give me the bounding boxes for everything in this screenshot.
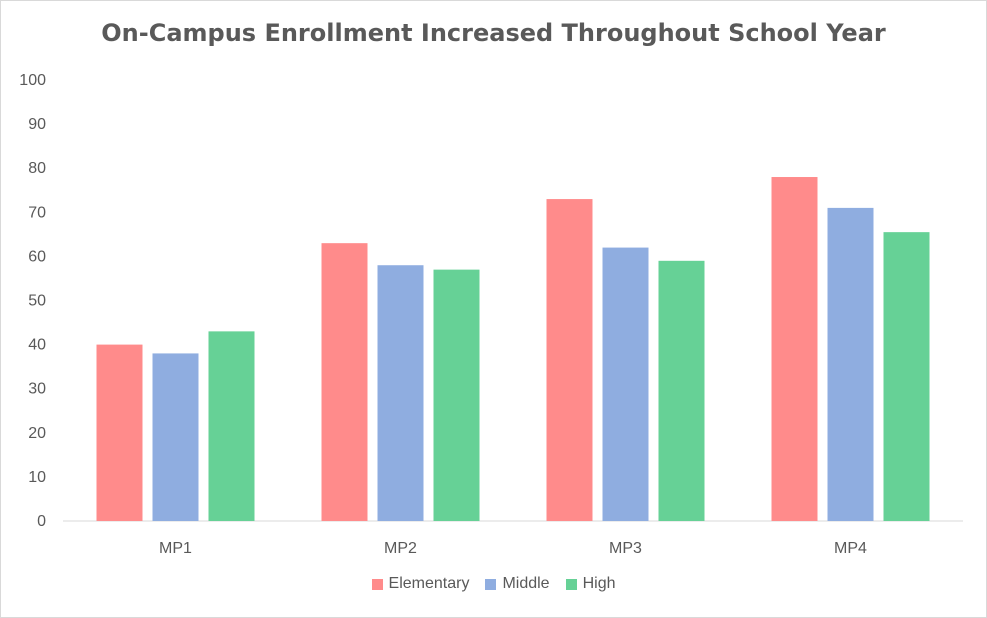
y-tick-label: 40 <box>28 337 46 354</box>
legend-item-middle: Middle <box>485 575 550 593</box>
x-tick-label: MP2 <box>384 540 417 557</box>
legend-item-high: High <box>565 575 616 593</box>
x-tick-label: MP3 <box>609 540 642 557</box>
legend-swatch <box>485 578 497 590</box>
y-tick-label: 20 <box>28 425 46 442</box>
y-tick-label: 30 <box>28 381 46 398</box>
y-tick-label: 70 <box>28 204 46 221</box>
legend-label: High <box>582 575 616 592</box>
legend-swatch <box>565 578 577 590</box>
y-tick-label: 90 <box>28 116 46 133</box>
bar-elementary-mp1 <box>96 344 143 521</box>
bar-middle-mp1 <box>152 353 199 521</box>
bar-high-mp4 <box>883 232 930 521</box>
bar-high-mp1 <box>208 331 255 521</box>
y-tick-label: 100 <box>19 72 46 89</box>
bar-high-mp3 <box>658 260 705 521</box>
bar-high-mp2 <box>433 269 480 521</box>
bar-middle-mp4 <box>827 207 874 521</box>
y-tick-label: 0 <box>37 513 46 530</box>
x-tick-label: MP1 <box>159 540 192 557</box>
y-tick-label: 60 <box>28 248 46 265</box>
y-tick-label: 10 <box>28 469 46 486</box>
bar-middle-mp3 <box>602 247 649 521</box>
legend-label: Middle <box>502 575 550 592</box>
bar-middle-mp2 <box>377 265 424 521</box>
legend-label: Elementary <box>388 575 470 592</box>
legend-swatch <box>371 578 383 590</box>
y-tick-label: 80 <box>28 160 46 177</box>
bar-elementary-mp3 <box>546 199 593 521</box>
bar-elementary-mp4 <box>771 177 818 521</box>
bar-elementary-mp2 <box>321 243 368 522</box>
chart-legend: Elementary Middle High <box>1 575 986 593</box>
legend-item-elementary: Elementary <box>371 575 470 593</box>
x-tick-label: MP4 <box>834 540 867 557</box>
chart-title: On-Campus Enrollment Increased Throughou… <box>101 19 886 47</box>
y-tick-label: 50 <box>28 293 46 310</box>
